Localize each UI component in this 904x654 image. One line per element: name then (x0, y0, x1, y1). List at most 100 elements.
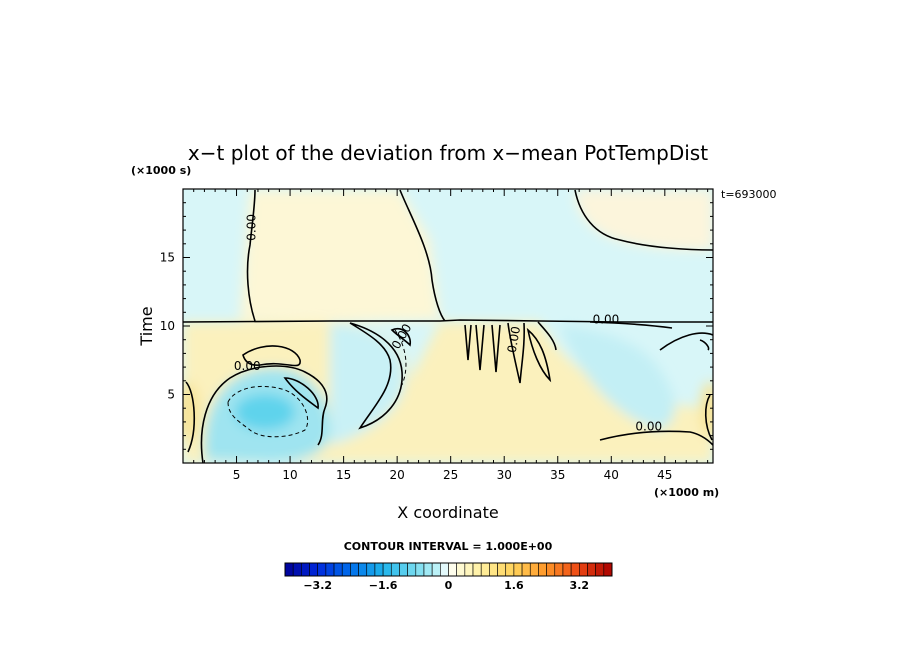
contour-line (246, 189, 256, 322)
contour-line (185, 381, 196, 453)
contour-labels: 0.000.000.00 0.000.000.00 (234, 214, 662, 433)
colorbar-swatch (505, 562, 515, 577)
field-region-left-warm-edge (183, 382, 200, 442)
colorbar-swatch (472, 562, 482, 577)
colorbar-swatch (390, 562, 400, 577)
colorbar-swatch (513, 562, 523, 577)
contour-label-text: 0.00 (245, 214, 259, 241)
colorbar-swatch (448, 562, 457, 577)
colorbar-tick-label: 3.2 (570, 579, 590, 592)
contour-line (183, 319, 713, 323)
colorbar-swatch (399, 562, 408, 577)
field-region-cold-core (235, 394, 295, 430)
contour-line (526, 327, 552, 383)
colorbar-tick-label: 0 (445, 579, 453, 592)
contour-label-text: 0.00 (505, 325, 523, 354)
contour-line (699, 339, 710, 351)
contour-line (283, 377, 319, 410)
contour-line (574, 189, 713, 251)
x-tick-label: 10 (282, 468, 297, 482)
colorbar-swatch (415, 562, 425, 577)
x-axis-label: X coordinate (397, 503, 498, 522)
colorbar-swatch (374, 562, 384, 577)
contour-line (589, 321, 673, 329)
x-tick-label: 30 (497, 468, 512, 482)
contour-label: 0.00 (593, 313, 620, 327)
x-tick-label: 40 (604, 468, 619, 482)
chart-title: x−t plot of the deviation from x−mean Po… (188, 141, 708, 165)
colorbar-swatch (333, 562, 343, 577)
field-region-upper-right-warm (575, 190, 713, 250)
colorbar-swatch (603, 562, 613, 577)
colorbar-swatch (301, 562, 310, 577)
contour-line (227, 385, 309, 438)
time-annotation: t=693000 (721, 188, 777, 201)
colorbar-swatch (423, 562, 433, 577)
colorbar-swatch (358, 562, 368, 577)
x-tick-label: 35 (550, 468, 565, 482)
contour-label: 0.00 (635, 419, 662, 433)
contour-line (399, 189, 446, 322)
colorbar-swatch (554, 562, 564, 577)
colorbar-swatch (407, 562, 417, 577)
x-tick-label: 25 (443, 468, 458, 482)
contour-line (200, 365, 328, 463)
x-tick-label: 5 (233, 468, 241, 482)
colorbar-swatch (284, 562, 294, 577)
x-tick-label: 20 (390, 468, 405, 482)
colorbar-swatch (464, 562, 474, 577)
colorbar-swatch (382, 562, 392, 577)
colorbar-swatch (562, 562, 572, 577)
y-axis: 5 10 15 (160, 202, 713, 450)
colorbar-tick-label: −3.2 (303, 579, 332, 592)
colorbar-tick-label: −1.6 (369, 579, 398, 592)
contour-line (349, 322, 403, 430)
colorbar-swatch (578, 562, 588, 577)
y-unit-label: (×1000 s) (131, 164, 191, 177)
field-region-right-warm-edge (700, 382, 713, 438)
colorbar-swatch (497, 562, 507, 577)
colorbar-swatch (489, 562, 498, 577)
x-tick-label: 45 (657, 468, 672, 482)
zero-contours (183, 189, 713, 463)
colorbar-swatch (480, 562, 490, 577)
negative-contours (227, 329, 407, 438)
colorbar-swatch (587, 562, 596, 577)
colorbar-swatch (317, 562, 327, 577)
colorbar-swatch (431, 562, 441, 577)
colorbar-swatch (595, 562, 605, 577)
contour-line (394, 329, 407, 386)
contour-label: 0.00 (234, 359, 261, 373)
contour-line (659, 332, 713, 351)
colorbar-swatch (366, 562, 376, 577)
colorbar-swatch (521, 562, 531, 577)
colorbar-swatch (529, 562, 539, 577)
field-region-upper-warm (240, 190, 440, 322)
colorbar-swatch (292, 562, 302, 577)
contour-line (537, 321, 557, 351)
contour-label-text: 0.00 (593, 313, 620, 327)
contour-line (599, 430, 713, 446)
contour-line (390, 327, 412, 347)
contour-label: 0.00 (505, 325, 523, 354)
colorbar-frame (284, 562, 613, 577)
contour-label: 0.00 (245, 214, 259, 241)
colorbar-swatch (546, 562, 556, 577)
colorbar-swatch (325, 562, 335, 577)
x-unit-label: (×1000 m) (654, 486, 719, 499)
y-tick-label: 5 (167, 388, 175, 402)
colorbar-swatch (440, 562, 449, 577)
colorbar-swatch (309, 562, 318, 577)
contour-line (242, 345, 301, 367)
contour-label-text: 0.00 (234, 359, 261, 373)
colorbar-title: CONTOUR INTERVAL = 1.000E+00 (344, 540, 553, 553)
y-axis-label: Time (137, 306, 156, 346)
contour-line (464, 324, 501, 373)
colorbar: −3.2 −1.6 0 1.6 3.2 (284, 562, 613, 592)
colorbar-swatch (570, 562, 580, 577)
contour-line (507, 322, 525, 384)
colorbar-swatch (456, 562, 466, 577)
colorbar-tick-label: 1.6 (504, 579, 524, 592)
contour-label-text: 0.00 (635, 419, 662, 433)
